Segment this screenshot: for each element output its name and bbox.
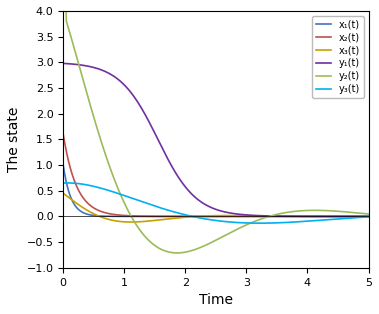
x₃(t) bbox=[61, 192, 66, 195]
x₁(t) bbox=[366, 214, 371, 218]
Line: x₁(t): x₁(t) bbox=[63, 165, 368, 216]
Y-axis label: The state: The state bbox=[7, 107, 21, 172]
x₂(t) bbox=[360, 214, 365, 218]
x₁(t) bbox=[178, 214, 183, 218]
Line: x₃(t): x₃(t) bbox=[63, 193, 368, 222]
x₁(t) bbox=[191, 214, 196, 218]
x₃(t) bbox=[178, 216, 183, 219]
y₃(t) bbox=[178, 212, 183, 215]
x₂(t) bbox=[366, 214, 371, 218]
x₃(t) bbox=[360, 214, 365, 218]
y₃(t) bbox=[65, 181, 70, 185]
x₁(t) bbox=[96, 214, 100, 218]
y₂(t) bbox=[366, 212, 371, 216]
x₃(t) bbox=[96, 214, 100, 218]
y₃(t) bbox=[114, 191, 119, 195]
x₁(t) bbox=[360, 214, 365, 218]
y₃(t) bbox=[96, 186, 100, 189]
y₁(t) bbox=[96, 67, 100, 71]
Legend: x₁(t), x₂(t), x₃(t), y₁(t), y₂(t), y₃(t): x₁(t), x₂(t), x₃(t), y₁(t), y₂(t), y₃(t) bbox=[312, 16, 364, 98]
Line: y₃(t): y₃(t) bbox=[63, 183, 368, 223]
y₁(t) bbox=[61, 62, 66, 65]
X-axis label: Time: Time bbox=[199, 293, 233, 307]
y₂(t) bbox=[191, 248, 196, 252]
y₁(t) bbox=[327, 214, 332, 218]
x₂(t) bbox=[114, 213, 119, 217]
y₂(t) bbox=[96, 129, 100, 133]
x₁(t) bbox=[114, 214, 119, 218]
y₃(t) bbox=[366, 215, 371, 219]
y₂(t) bbox=[360, 212, 365, 215]
y₂(t) bbox=[178, 251, 183, 255]
y₁(t) bbox=[178, 178, 183, 182]
x₃(t) bbox=[366, 214, 371, 218]
y₃(t) bbox=[327, 218, 332, 221]
x₂(t) bbox=[61, 132, 66, 136]
y₂(t) bbox=[175, 251, 179, 255]
y₂(t) bbox=[61, 9, 66, 13]
x₂(t) bbox=[327, 214, 332, 218]
y₁(t) bbox=[191, 194, 196, 198]
Line: y₂(t): y₂(t) bbox=[63, 11, 368, 253]
y₃(t) bbox=[61, 181, 66, 185]
y₁(t) bbox=[114, 76, 119, 80]
x₃(t) bbox=[114, 219, 119, 223]
x₁(t) bbox=[61, 163, 66, 167]
x₂(t) bbox=[96, 208, 100, 212]
y₂(t) bbox=[327, 209, 332, 213]
x₃(t) bbox=[191, 215, 196, 219]
x₁(t) bbox=[327, 214, 332, 218]
x₃(t) bbox=[327, 215, 332, 219]
Line: x₂(t): x₂(t) bbox=[63, 134, 368, 216]
y₃(t) bbox=[191, 215, 196, 219]
Line: y₁(t): y₁(t) bbox=[63, 63, 368, 216]
y₃(t) bbox=[257, 221, 262, 225]
y₁(t) bbox=[360, 214, 365, 218]
y₃(t) bbox=[360, 215, 365, 219]
x₂(t) bbox=[191, 214, 196, 218]
y₂(t) bbox=[114, 182, 119, 186]
x₂(t) bbox=[178, 214, 183, 218]
y₁(t) bbox=[366, 214, 371, 218]
x₃(t) bbox=[129, 220, 133, 224]
